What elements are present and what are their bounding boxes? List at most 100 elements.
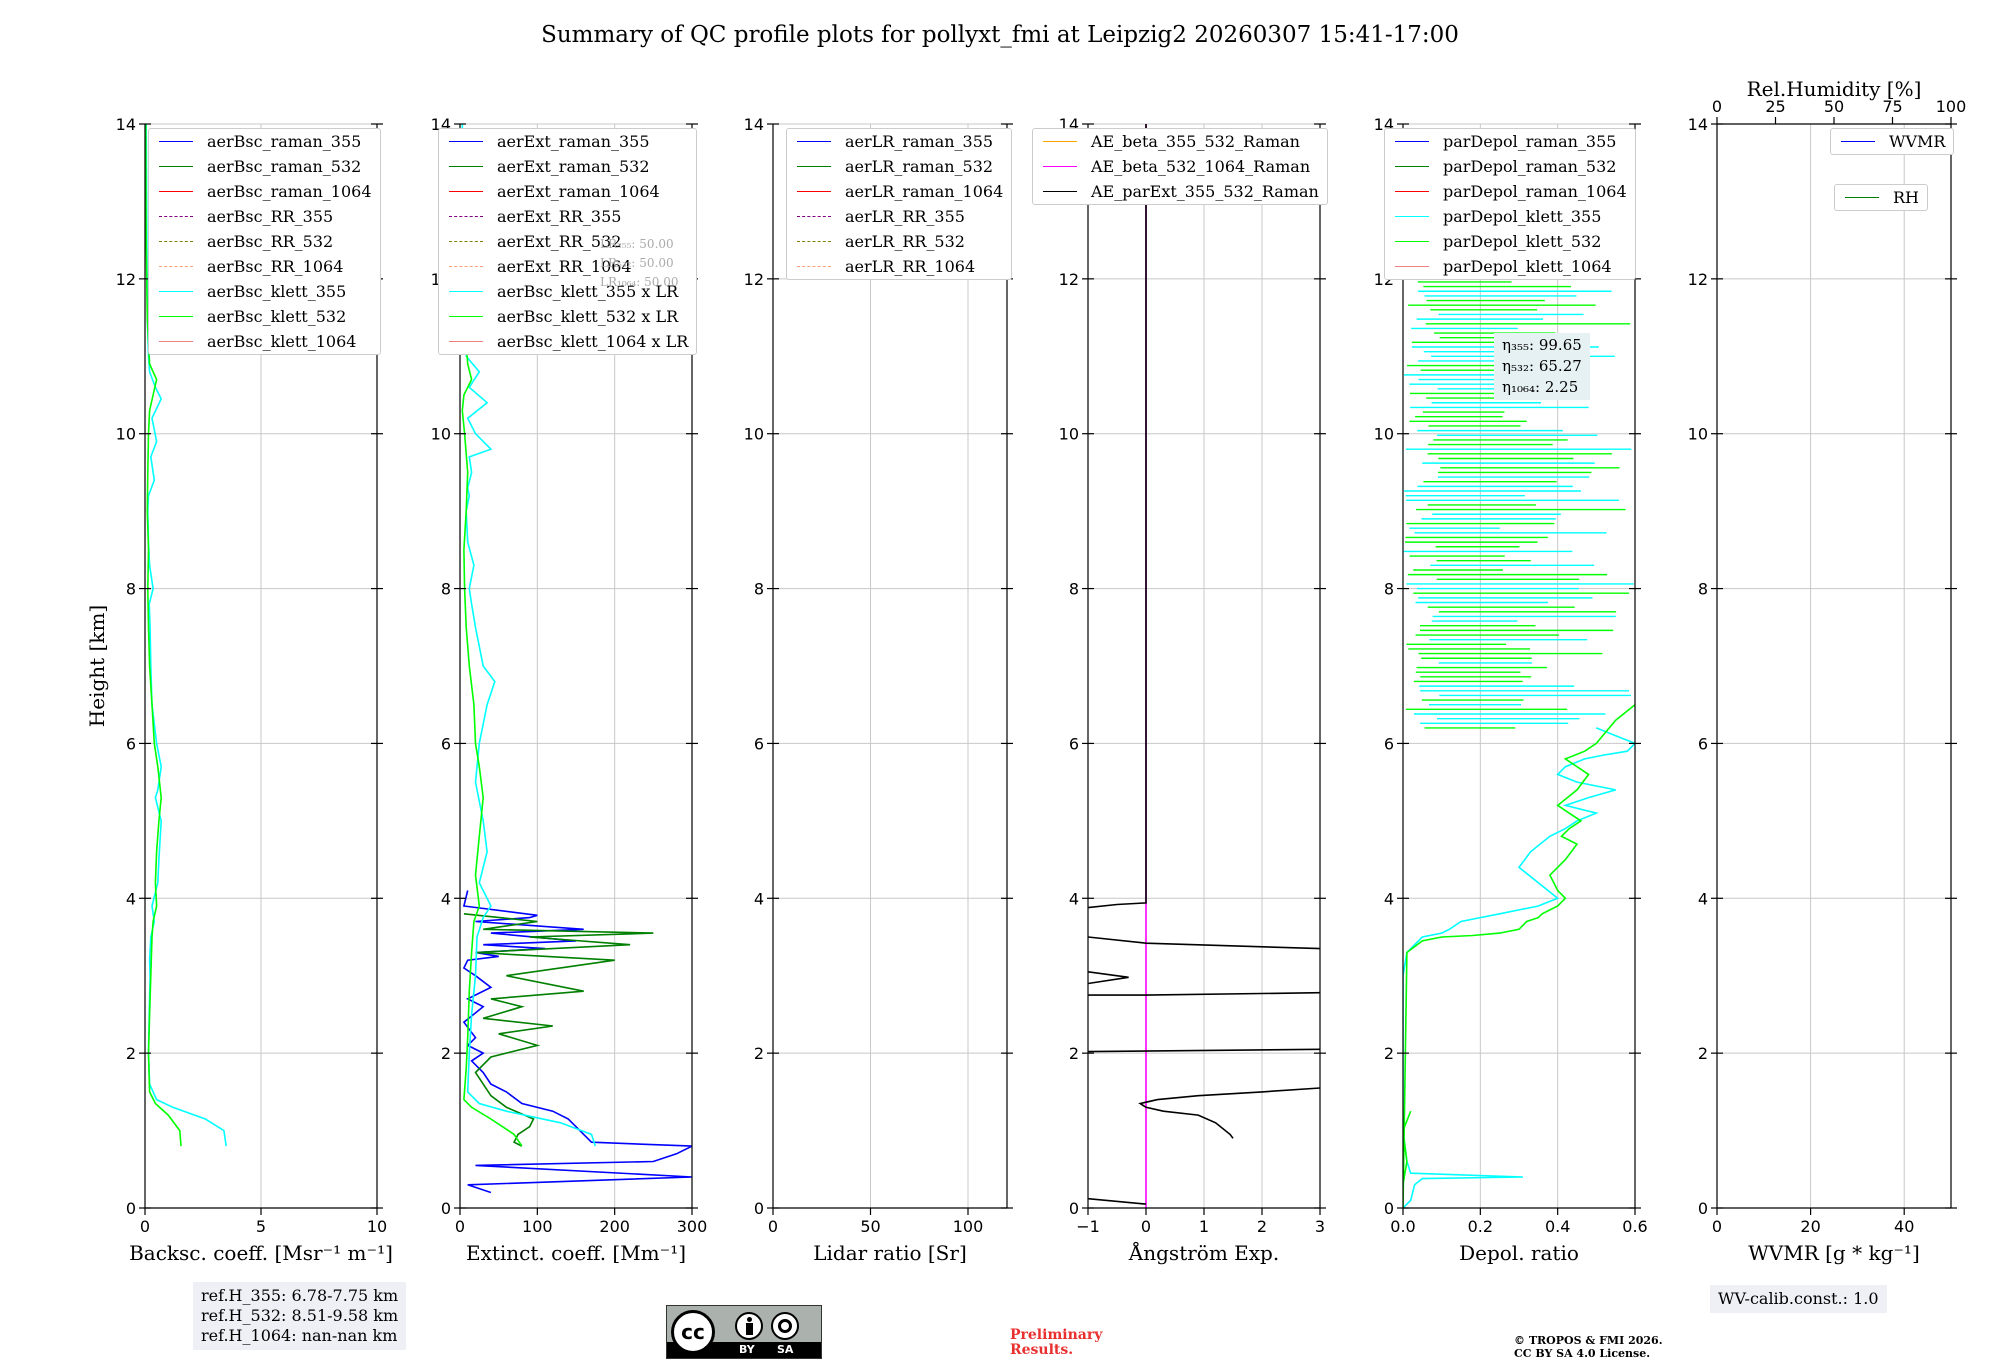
- copyright-line-2: CC BY SA 4.0 License.: [1514, 1347, 1651, 1360]
- y-tick-label: 10: [1688, 425, 1708, 444]
- legend-angstrom: AE_beta_355_532_Raman AE_beta_532_1064_Ra…: [1032, 128, 1328, 205]
- cc-sa-label: SA: [777, 1343, 794, 1356]
- y-tick-label: 4: [126, 889, 136, 908]
- y-tick-label: 14: [744, 115, 764, 134]
- lr-355-label: LR₃₅₅: 50.00: [600, 237, 674, 251]
- eta-1064-label: η₁₀₆₄: 2.25: [1502, 378, 1579, 396]
- x-tick-label: 0: [768, 1217, 778, 1236]
- legend-entry: parDepol_raman_355: [1385, 129, 1635, 154]
- legend-label: AE_parExt_355_532_Raman: [1091, 182, 1319, 201]
- legend-swatch: [1395, 191, 1429, 192]
- legend-extinction: aerExt_raman_355 aerExt_raman_532 aerExt_r…: [438, 128, 698, 355]
- series-line-AE_parExt_355_532_Raman: [1088, 1197, 1147, 1205]
- top-x-axis-label: Rel.Humidity [%]: [1747, 77, 1922, 101]
- x-axis-label: Lidar ratio [Sr]: [813, 1241, 967, 1265]
- y-tick-label: 4: [441, 889, 451, 908]
- attribution-icon: [735, 1312, 763, 1340]
- legend-label: aerExt_raman_532: [497, 157, 650, 176]
- legend-entry: aerBsc_klett_532: [149, 304, 380, 329]
- series-line-aerExt_raman_355: [462, 890, 692, 1194]
- legend-swatch: [449, 141, 483, 142]
- legend-label: parDepol_klett_1064: [1443, 257, 1612, 276]
- x-tick-label: 3: [1315, 1217, 1325, 1236]
- top-x-tick-label: 25: [1765, 97, 1785, 116]
- series-line-AE_parExt_355_532_Raman: [1138, 1087, 1320, 1139]
- y-tick-label: 4: [1384, 889, 1394, 908]
- legend-swatch: [797, 141, 831, 142]
- y-tick-label: 2: [754, 1044, 764, 1063]
- legend-entry: AE_parExt_355_532_Raman: [1033, 179, 1327, 204]
- x-tick-label: 0: [1712, 1217, 1722, 1236]
- top-x-tick-label: 100: [1936, 97, 1967, 116]
- legend-swatch: [159, 241, 193, 242]
- series-group: [145, 124, 227, 1147]
- cc-license-badge: cc BY SA: [666, 1305, 822, 1359]
- legend-entry: aerLR_RR_355: [787, 204, 1011, 229]
- legend-entry: WVMR: [1831, 129, 1953, 154]
- legend-entry: aerBsc_klett_355 x LR: [439, 279, 696, 304]
- legend-entry: aerBsc_klett_532 x LR: [439, 304, 696, 329]
- legend-entry: aerExt_raman_355: [439, 129, 696, 154]
- y-tick-label: 4: [1698, 889, 1708, 908]
- legend-label: aerLR_RR_532: [845, 232, 965, 251]
- preliminary-line-1: Preliminary: [1010, 1327, 1103, 1343]
- legend-label: aerExt_RR_532: [497, 232, 622, 251]
- top-x-tick-label: 50: [1824, 97, 1844, 116]
- legend-label: aerBsc_klett_532 x LR: [497, 307, 679, 326]
- x-tick-label: 2: [1257, 1217, 1267, 1236]
- y-tick-label: 0: [1384, 1199, 1394, 1218]
- x-tick-label: 100: [953, 1217, 984, 1236]
- x-tick-label: 50: [860, 1217, 880, 1236]
- series-group: [460, 124, 692, 1194]
- legend-swatch: [1395, 141, 1429, 142]
- x-tick-label: 0.6: [1622, 1217, 1647, 1236]
- y-tick-label: 14: [116, 115, 136, 134]
- y-tick-label: 6: [1069, 734, 1079, 753]
- legend-swatch: [449, 166, 483, 167]
- legend-label: aerBsc_klett_355 x LR: [497, 282, 679, 301]
- wv-calib-box: WV-calib.const.: 1.0: [1710, 1285, 1887, 1313]
- y-tick-label: 6: [441, 734, 451, 753]
- x-axis-label: Extinct. coeff. [Mm⁻¹]: [466, 1241, 686, 1265]
- legend-swatch: [159, 166, 193, 167]
- top-x-tick-label: 0: [1712, 97, 1722, 116]
- legend-entry: parDepol_raman_1064: [1385, 179, 1635, 204]
- legend-entry: aerBsc_klett_355: [149, 279, 380, 304]
- cc-by-label: BY: [739, 1343, 755, 1356]
- legend-lidar-ratio: aerLR_raman_355 aerLR_raman_532 aerLR_rama…: [786, 128, 1013, 280]
- y-tick-label: 14: [1688, 115, 1708, 134]
- legend-label: aerBsc_raman_532: [207, 157, 362, 176]
- legend-swatch: [1043, 191, 1077, 192]
- legend-swatch: [449, 241, 483, 242]
- legend-swatch: [797, 166, 831, 167]
- legend-swatch: [159, 266, 193, 267]
- legend-label: aerBsc_RR_1064: [207, 257, 344, 276]
- x-axis-label: Depol. ratio: [1459, 1241, 1579, 1265]
- x-tick-label: 20: [1800, 1217, 1820, 1236]
- legend-swatch: [797, 216, 831, 217]
- y-tick-label: 8: [126, 580, 136, 599]
- y-tick-label: 10: [1374, 425, 1394, 444]
- y-tick-label: 6: [1384, 734, 1394, 753]
- legend-label: aerBsc_klett_1064 x LR: [497, 332, 689, 351]
- legend-label: parDepol_klett_532: [1443, 232, 1602, 251]
- legend-swatch: [449, 191, 483, 192]
- y-tick-label: 8: [1069, 580, 1079, 599]
- preliminary-line-2: Results.: [1010, 1342, 1074, 1358]
- x-tick-label: 0: [140, 1217, 150, 1236]
- x-tick-label: 0.4: [1545, 1217, 1570, 1236]
- legend-entry: aerLR_RR_532: [787, 229, 1011, 254]
- y-tick-label: 2: [1698, 1044, 1708, 1063]
- legend-swatch: [449, 316, 483, 317]
- legend-swatch: [449, 216, 483, 217]
- legend-swatch: [1395, 216, 1429, 217]
- legend-swatch: [1395, 241, 1429, 242]
- legend-swatch: [159, 191, 193, 192]
- y-tick-label: 0: [126, 1199, 136, 1218]
- legend-label: aerBsc_klett_355: [207, 282, 347, 301]
- legend-entry: aerExt_raman_1064: [439, 179, 696, 204]
- series-line-parDepol_klett_532: [1403, 704, 1635, 1208]
- legend-entry: aerExt_RR_1064: [439, 254, 696, 279]
